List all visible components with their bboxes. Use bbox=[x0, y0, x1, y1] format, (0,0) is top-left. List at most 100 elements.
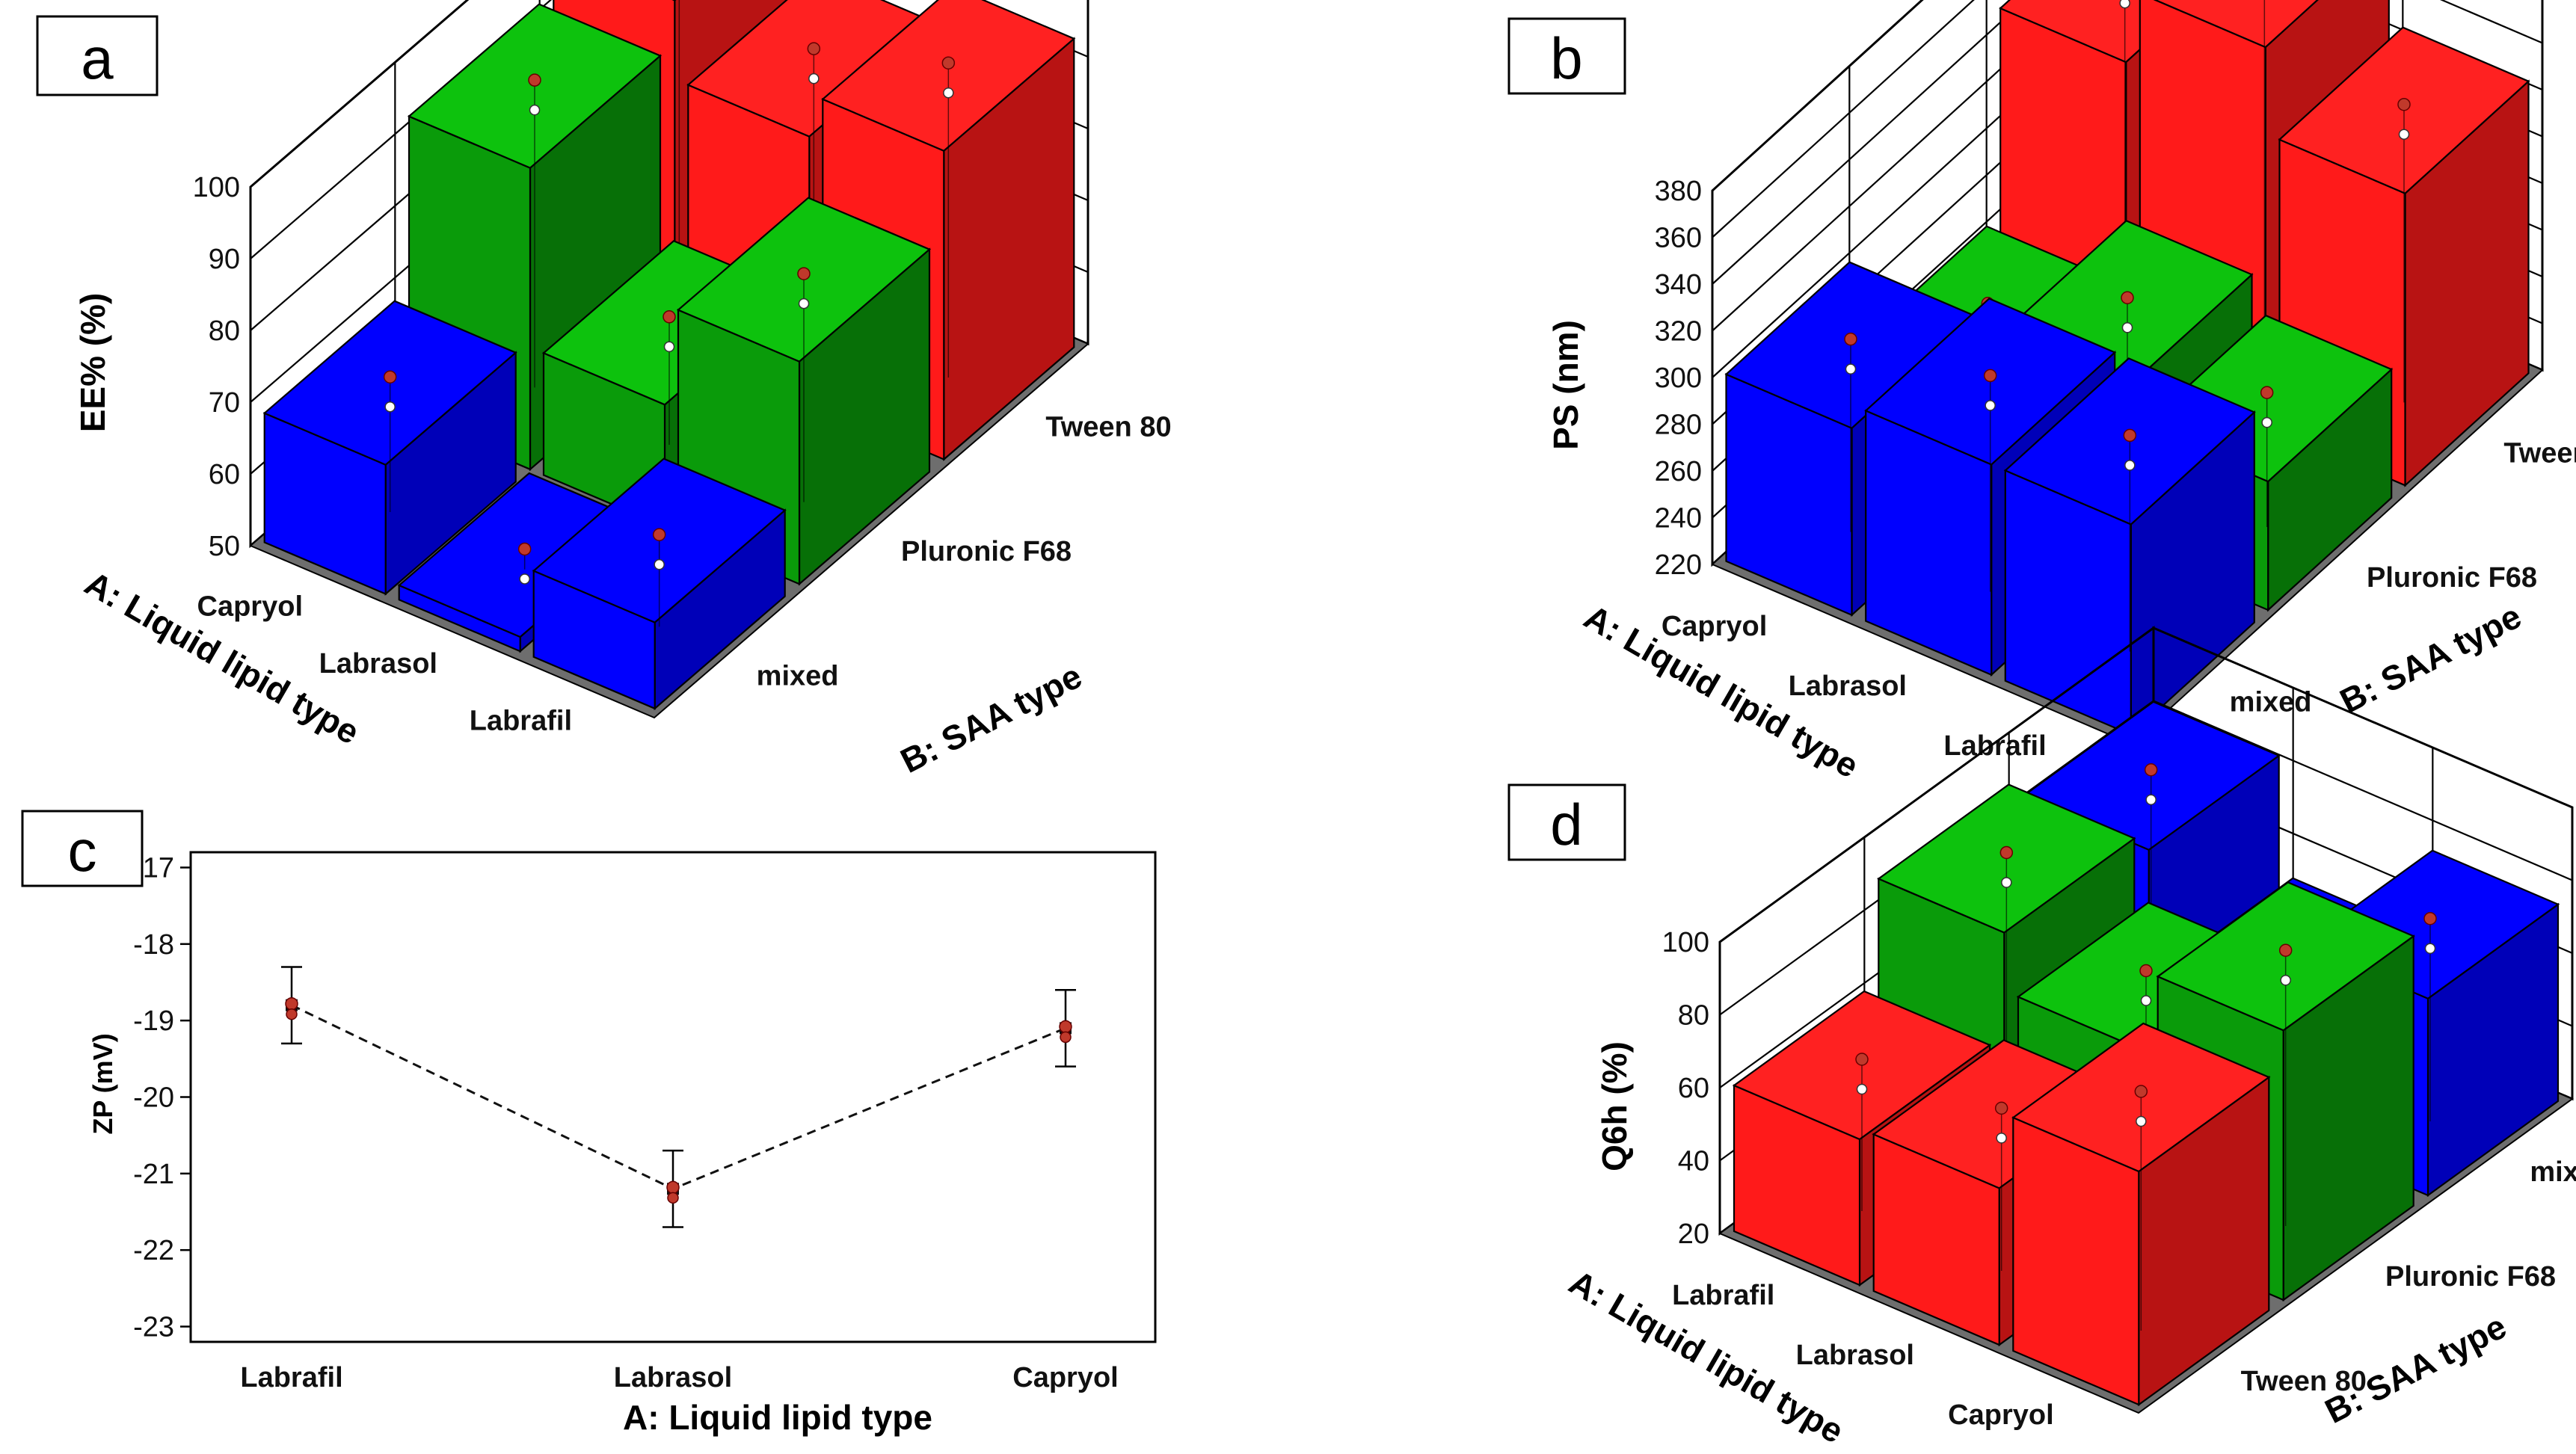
x-category-label: Labrafil bbox=[1672, 1280, 1774, 1311]
ytick-label: 90 bbox=[209, 244, 240, 275]
panel-c-label: c bbox=[68, 818, 97, 884]
predicted-point bbox=[529, 104, 541, 116]
ytick-label: 340 bbox=[1655, 269, 1702, 301]
panel-b-plot: 220 240 260 280 300 320 340 360 380 Capryol Labras… bbox=[1655, 0, 2576, 762]
design-point bbox=[2397, 97, 2411, 111]
design-point bbox=[2123, 428, 2137, 443]
x-category-label: Labrasol bbox=[319, 648, 437, 680]
z-category-label: Tween 80 bbox=[2241, 1366, 2367, 1397]
design-point bbox=[2278, 943, 2293, 957]
ytick-label: -18 bbox=[133, 929, 174, 961]
x-category-label: Capryol bbox=[1662, 611, 1767, 642]
x-category-label: Capryol bbox=[1948, 1399, 2053, 1431]
panel-a: a 50 60 70 80 90 100 Capryol Labrasol Labrafil mi… bbox=[36, 0, 1172, 780]
predicted-point bbox=[1985, 400, 1996, 411]
panel-b: b 220 240 260 280 300 320 340 360 380 Capryol Labr… bbox=[1507, 0, 2576, 786]
panel-a-zlabel: B: SAA type bbox=[894, 656, 1088, 780]
design-point bbox=[941, 56, 956, 70]
ytick-label: -22 bbox=[133, 1235, 174, 1266]
panel-a-label-box bbox=[36, 15, 159, 96]
bar-2-0 bbox=[2011, 1022, 2271, 1407]
panel-a-label: a bbox=[81, 25, 114, 91]
ytick-label: 20 bbox=[1678, 1219, 1709, 1250]
predicted-point bbox=[2424, 943, 2436, 954]
predicted-point bbox=[519, 573, 530, 585]
z-category-label: mixed bbox=[2530, 1156, 2576, 1188]
x-category-label: Labrasol bbox=[1789, 671, 1907, 702]
bar-top bbox=[2153, 0, 2319, 49]
predicted-point bbox=[384, 401, 396, 413]
design-point bbox=[1855, 1053, 1869, 1066]
predicted-point bbox=[2145, 794, 2157, 805]
predicted-point bbox=[2140, 995, 2152, 1006]
panel-d-plot: 20 40 60 80 100 Labrafil Labrasol Capryol Tween … bbox=[1662, 626, 2576, 1431]
predicted-point bbox=[2280, 975, 2291, 986]
predicted-point bbox=[808, 73, 820, 84]
design-point bbox=[2423, 912, 2437, 925]
ytick-label: -20 bbox=[133, 1082, 174, 1114]
ytick-label: 60 bbox=[1678, 1073, 1709, 1104]
x-category-label: Capryol bbox=[197, 591, 303, 622]
panel-b-label: b bbox=[1550, 25, 1582, 91]
design-point bbox=[286, 1008, 298, 1020]
predicted-point bbox=[2124, 460, 2136, 471]
design-point bbox=[285, 996, 298, 1011]
bar-2-0 bbox=[532, 458, 787, 711]
x-category-label: Labrafil bbox=[1943, 730, 2046, 762]
design-point bbox=[383, 370, 397, 383]
panel-d-ylabel: Q6h (%) bbox=[1595, 1041, 1634, 1171]
design-point bbox=[2134, 1085, 2148, 1098]
x-category-label: Labrafil bbox=[240, 1362, 342, 1393]
predicted-point bbox=[1856, 1083, 1868, 1095]
ytick-label: 70 bbox=[209, 387, 240, 419]
panel-b-ylabel: PS (nm) bbox=[1546, 320, 1585, 450]
predicted-point bbox=[663, 341, 675, 353]
ytick-label: 100 bbox=[1662, 927, 1709, 958]
bar-2-0 bbox=[2003, 357, 2256, 737]
x-category-label: Labrasol bbox=[614, 1362, 732, 1393]
ytick-label: 60 bbox=[209, 459, 240, 490]
z-category-label: Pluronic F68 bbox=[2367, 562, 2537, 594]
z-category-label: mixed bbox=[2230, 687, 2312, 718]
ytick-label: 320 bbox=[1655, 316, 1702, 348]
panel-b-zlabel: B: SAA type bbox=[2334, 597, 2527, 721]
design-point bbox=[1059, 1020, 1072, 1034]
panel-c-ylabel: ZP (mV) bbox=[87, 1033, 118, 1134]
design-point bbox=[667, 1192, 679, 1204]
design-point bbox=[797, 267, 811, 280]
x-category-label: Capryol bbox=[1012, 1362, 1118, 1393]
design-point bbox=[666, 1180, 680, 1195]
ytick-label: 300 bbox=[1655, 363, 1702, 394]
ytick-label: 380 bbox=[1655, 176, 1702, 207]
predicted-point bbox=[2121, 322, 2133, 333]
panel-d-label-box bbox=[1507, 783, 1626, 861]
design-point bbox=[2121, 291, 2134, 304]
z-category-label: Pluronic F68 bbox=[2385, 1261, 2556, 1293]
predicted-point bbox=[654, 558, 665, 570]
design-point bbox=[517, 542, 532, 556]
panel-c-label-box bbox=[21, 810, 144, 887]
z-category-label: Pluronic F68 bbox=[901, 536, 1072, 567]
x-category-label: Labrasol bbox=[1796, 1340, 1914, 1371]
design-point bbox=[2139, 964, 2153, 978]
ytick-label: 50 bbox=[209, 531, 240, 562]
ytick-label: -19 bbox=[133, 1005, 174, 1037]
design-point bbox=[2144, 763, 2158, 777]
ytick-label: 240 bbox=[1655, 503, 1702, 535]
predicted-point bbox=[2136, 1115, 2147, 1127]
predicted-point bbox=[2001, 877, 2012, 888]
panel-d-label: d bbox=[1550, 792, 1582, 857]
panel-d: d 20 40 60 80 100 Labrafil Labrasol Capryol Twee… bbox=[1507, 626, 2576, 1451]
ytick-label: 80 bbox=[209, 315, 240, 347]
design-point bbox=[807, 42, 821, 55]
design-point bbox=[2260, 386, 2274, 399]
design-point bbox=[1983, 369, 1997, 383]
z-category-label: Tween 80 bbox=[1045, 411, 1171, 443]
plot-frame bbox=[189, 851, 1157, 1343]
design-point bbox=[1994, 1101, 2008, 1115]
predicted-point bbox=[943, 87, 954, 99]
panel-a-plot: 50 60 70 80 90 100 Capryol Labrasol Labrafil mixe… bbox=[193, 0, 1172, 737]
